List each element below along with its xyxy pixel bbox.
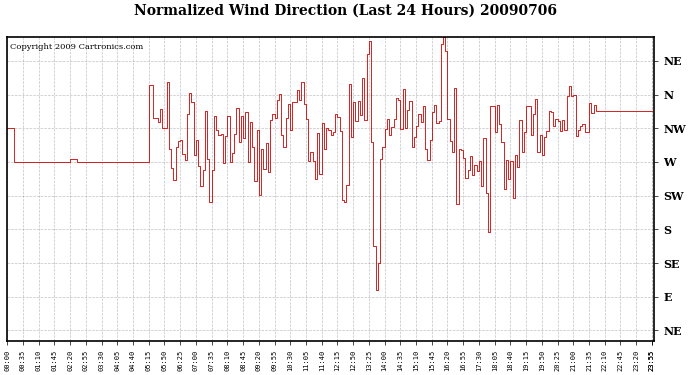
Text: Copyright 2009 Cartronics.com: Copyright 2009 Cartronics.com xyxy=(10,44,144,51)
Text: Normalized Wind Direction (Last 24 Hours) 20090706: Normalized Wind Direction (Last 24 Hours… xyxy=(133,4,557,18)
